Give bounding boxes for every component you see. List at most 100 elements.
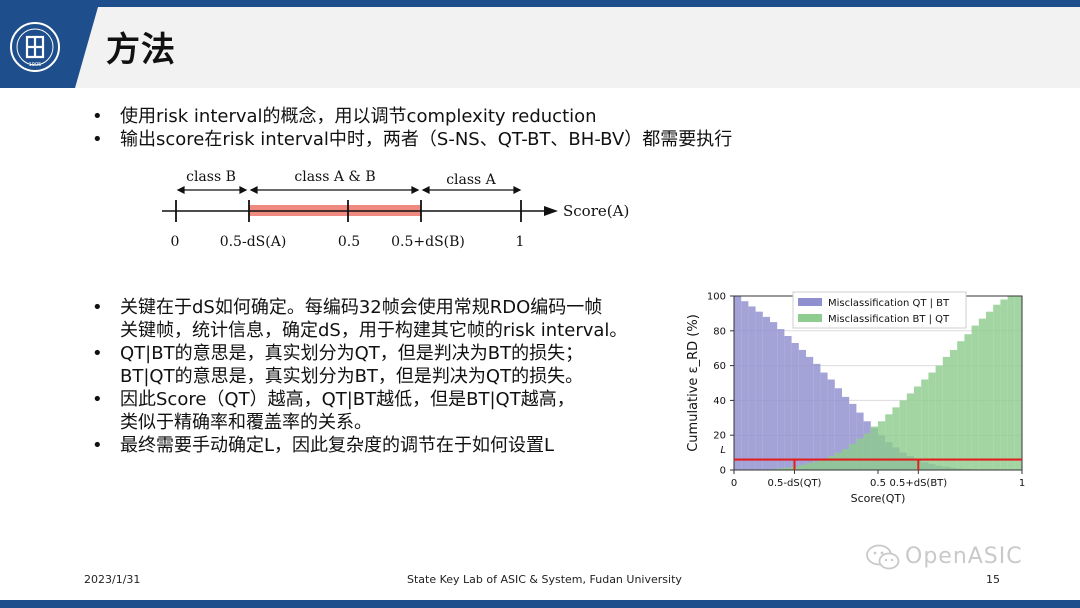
histogram-bar [942, 356, 950, 470]
histogram-bar [791, 342, 799, 470]
bullet-line: 类似于精确率和覆盖率的关系。 [120, 412, 372, 433]
histogram-bar [892, 407, 900, 470]
y-tick-label: 80 [713, 326, 726, 337]
legend-swatch [798, 314, 822, 322]
top-bullet-list: 使用risk interval的概念，用以调节complexity reduct… [92, 105, 732, 151]
y-tick-label: 100 [707, 292, 726, 303]
histogram-bar [813, 461, 821, 470]
histogram-bar [885, 414, 893, 470]
footer-org: State Key Lab of ASIC & System, Fudan Un… [407, 573, 682, 586]
x-tick-label: 0 [731, 478, 737, 489]
top-accent-bar [0, 0, 1080, 7]
header-band [0, 7, 1080, 88]
bullet-text: 输出score在risk interval中时，两者（S-NS、QT-BT、BH… [120, 129, 733, 150]
histogram-bar [878, 421, 886, 470]
histogram-bar [741, 301, 749, 470]
bullet-line: 关键在于dS如何确定。每编码32帧会使用常规RDO编码一帧 [120, 297, 603, 318]
bullet-item: 关键在于dS如何确定。每编码32帧会使用常规RDO编码一帧关键帧，统计信息，确定… [92, 296, 672, 342]
region-label-class-a: class A [446, 172, 496, 188]
histogram-bar [1007, 296, 1015, 470]
histogram-bar [806, 356, 814, 470]
legend-entry: Misclassification BT | QT [828, 314, 950, 325]
histogram-bar [849, 403, 857, 470]
histogram-bar [834, 452, 842, 470]
y-tick-label: 40 [713, 396, 726, 407]
histogram-bar [827, 456, 835, 470]
bullet-item: 输出score在risk interval中时，两者（S-NS、QT-BT、BH… [92, 128, 732, 151]
tick-label: 0.5 [338, 234, 360, 250]
bullet-item: 使用risk interval的概念，用以调节complexity reduct… [92, 105, 732, 128]
y-tick-label: 0 [720, 466, 726, 477]
x-tick-label: 0.5-dS(QT) [767, 478, 821, 489]
axis-label: Score(A) [563, 202, 629, 220]
bottom-accent-bar [0, 600, 1080, 608]
histogram-bar [798, 349, 806, 470]
y-tick-label: 60 [713, 361, 726, 372]
histogram-bar [820, 372, 828, 470]
histogram-bar [770, 468, 778, 470]
histogram-bar [755, 311, 763, 470]
legend-swatch [798, 298, 822, 306]
histogram-bar [899, 400, 907, 470]
bullet-item: QT|BT的意思是，真实划分为QT，但是判决为BT的损失；BT|QT的意思是，真… [92, 342, 672, 388]
region-label-class-b: class B [186, 169, 236, 185]
chart-legend: Misclassification QT | BT Misclassificat… [792, 291, 967, 329]
histogram-bar [777, 329, 785, 470]
risk-interval-diagram: class B class A & B class A Score(A) 0 0… [162, 169, 629, 250]
bullet-line: 因此Score（QT）越高，QT|BT越低，但是BT|QT越高， [120, 389, 575, 410]
histogram-bar [978, 318, 986, 470]
axis-arrow-icon [544, 206, 558, 216]
y-axis-label: Cumulative ε_RD (%) [686, 314, 701, 452]
bullet-item: 最终需要手动确定L，因此复杂度的调节在于如何设置L [92, 434, 672, 457]
histogram-bar [971, 325, 979, 470]
histogram-bar [784, 467, 792, 470]
histogram-bar [770, 322, 778, 470]
histogram-bar [957, 341, 965, 470]
university-seal-icon: 1905 [10, 22, 60, 72]
histogram-bar [734, 296, 742, 470]
wechat-icon [866, 544, 900, 570]
slide-title: 方法 [106, 30, 176, 70]
tick-label: 0.5-dS(A) [220, 234, 287, 250]
histogram-bar [849, 443, 857, 470]
histogram-bar [856, 438, 864, 470]
tick-label: 1 [516, 234, 525, 250]
histogram-bar [827, 379, 835, 470]
legend-entry: Misclassification QT | BT [828, 298, 950, 309]
tick-label: 0.5+dS(B) [391, 234, 465, 250]
x-tick-label: 1 [1019, 478, 1025, 489]
histogram-bar [906, 393, 914, 470]
bullet-text: 使用risk interval的概念，用以调节complexity reduct… [120, 106, 597, 127]
histogram-bar [914, 386, 922, 470]
histogram-bar [842, 396, 850, 470]
bullet-line: QT|BT的意思是，真实划分为QT，但是判决为BT的损失； [120, 343, 584, 364]
histogram-bar [928, 372, 936, 470]
histogram-bar [820, 458, 828, 470]
histogram-bar [935, 365, 943, 470]
logo-year: 1905 [29, 62, 42, 68]
histogram-bar [806, 463, 814, 470]
x-tick-label: 0.5+dS(BT) [889, 478, 947, 489]
histogram-bar [748, 306, 756, 470]
histogram-bar [986, 311, 994, 470]
histogram-bar [777, 468, 785, 470]
tick-label: 0 [171, 234, 180, 250]
histogram-bar [921, 379, 929, 470]
histogram-bar [950, 349, 958, 470]
histogram-bar [863, 433, 871, 470]
x-axis-label: Score(QT) [851, 492, 906, 505]
watermark-text: OpenASIC [905, 544, 1023, 569]
region-label-class-ab: class A & B [294, 169, 375, 185]
bottom-bullet-list: 关键在于dS如何确定。每编码32帧会使用常规RDO编码一帧关键帧，统计信息，确定… [92, 296, 672, 457]
histogram-bar [784, 336, 792, 470]
histogram-bar [964, 334, 972, 470]
histogram-bar [993, 304, 1001, 470]
histogram-bar [813, 363, 821, 470]
histogram-bar [1014, 296, 1022, 470]
histogram-bar [834, 388, 842, 470]
y-tick-label-L: L [720, 445, 726, 456]
bullet-line: 最终需要手动确定L，因此复杂度的调节在于如何设置L [120, 435, 555, 456]
bullet-item: 因此Score（QT）越高，QT|BT越低，但是BT|QT越高，类似于精确率和覆… [92, 388, 672, 434]
y-tick-label: 20 [713, 431, 726, 442]
